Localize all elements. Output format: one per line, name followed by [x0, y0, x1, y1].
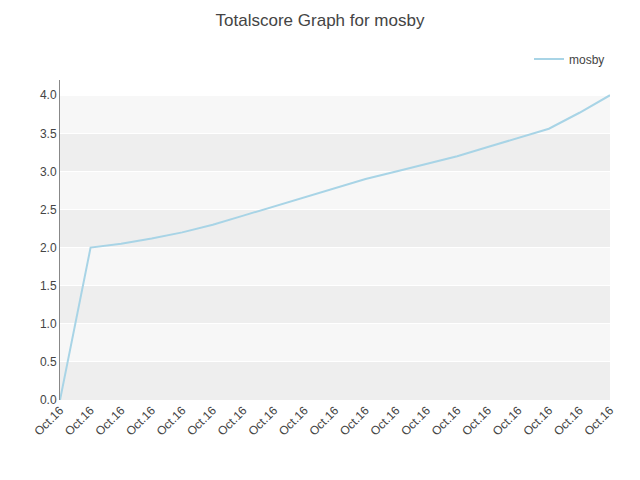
svg-text:Oct.16: Oct.16 — [62, 403, 97, 438]
svg-text:Oct.16: Oct.16 — [459, 403, 494, 438]
svg-text:Oct.16: Oct.16 — [215, 403, 250, 438]
svg-text:Oct.16: Oct.16 — [306, 403, 341, 438]
svg-text:Oct.16: Oct.16 — [245, 403, 280, 438]
svg-text:0.0: 0.0 — [40, 393, 57, 407]
svg-text:Oct.16: Oct.16 — [490, 403, 525, 438]
svg-text:3.5: 3.5 — [40, 127, 57, 141]
svg-text:2.5: 2.5 — [40, 203, 57, 217]
svg-text:Totalscore Graph for mosby: Totalscore Graph for mosby — [216, 11, 425, 30]
svg-text:Oct.16: Oct.16 — [551, 403, 586, 438]
svg-text:1.5: 1.5 — [40, 279, 57, 293]
svg-text:0.5: 0.5 — [40, 355, 57, 369]
svg-text:3.0: 3.0 — [40, 165, 57, 179]
svg-text:Oct.16: Oct.16 — [429, 403, 464, 438]
svg-text:Oct.16: Oct.16 — [93, 403, 128, 438]
svg-text:Oct.16: Oct.16 — [368, 403, 403, 438]
svg-text:4.0: 4.0 — [40, 88, 57, 102]
svg-text:2.0: 2.0 — [40, 241, 57, 255]
svg-text:Oct.16: Oct.16 — [31, 403, 66, 438]
svg-text:Oct.16: Oct.16 — [581, 403, 616, 438]
svg-text:Oct.16: Oct.16 — [276, 403, 311, 438]
svg-text:Oct.16: Oct.16 — [398, 403, 433, 438]
svg-text:Oct.16: Oct.16 — [154, 403, 189, 438]
svg-text:Oct.16: Oct.16 — [337, 403, 372, 438]
svg-text:Oct.16: Oct.16 — [123, 403, 158, 438]
svg-text:Oct.16: Oct.16 — [520, 403, 555, 438]
svg-text:mosby: mosby — [569, 53, 604, 67]
svg-text:1.0: 1.0 — [40, 317, 57, 331]
svg-text:Oct.16: Oct.16 — [184, 403, 219, 438]
